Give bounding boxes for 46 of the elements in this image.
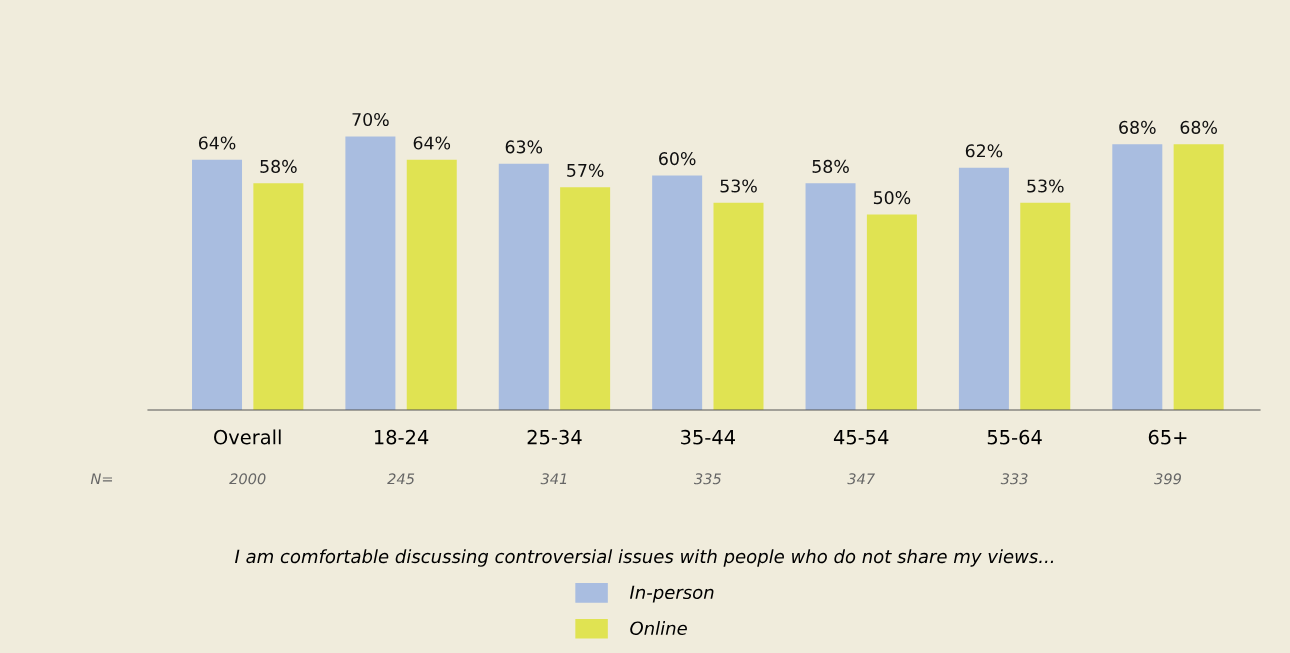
text: 335 [693,473,721,485]
bar [1020,202,1071,410]
data-label: 50% [873,191,911,205]
bar [866,214,917,410]
bar [1173,144,1224,410]
data-label: 58% [812,159,849,173]
x-tick-label: 18-24 [374,429,429,445]
text: 245 [387,473,415,485]
x-tick-label: 25-34 [527,429,582,445]
bar [498,163,549,410]
bar [805,183,856,410]
data-label: 63% [505,140,543,154]
data-label: 57% [567,163,604,177]
legend-label: In-person [629,585,714,603]
x-tick-label: 55-64 [987,429,1042,445]
text: 333 [1000,473,1028,485]
bar [1112,144,1163,410]
data-label: 53% [1027,179,1064,193]
x-tick-label: 65+ [1148,429,1187,445]
text: N= [90,473,113,485]
x-tick-label: 35-44 [681,429,735,445]
bar [713,202,764,410]
data-label: 68% [1180,120,1217,134]
data-label: 53% [720,179,757,193]
bar [958,167,1009,410]
legend-title: I am comfortable discussing controversial issues with people who do not share my views... [235,549,1054,567]
bar [345,136,396,410]
data-label: 64% [413,136,451,150]
data-label: 68% [1119,120,1156,134]
x-tick-label: Overall [214,429,281,445]
text: 347 [847,473,875,485]
bar [652,175,703,410]
text: 341 [540,473,567,485]
data-label: 60% [659,152,696,166]
data-label: 70% [352,112,389,127]
text: 399 [1154,473,1181,485]
bar [192,159,243,410]
legend-label: Online [630,621,687,636]
text: 2000 [229,473,266,485]
bar [560,187,611,410]
data-label: 62% [965,144,1003,158]
data-label: 64% [198,136,236,150]
bar [406,159,457,410]
bar [253,183,304,410]
data-label: 58% [260,159,297,173]
x-tick-label: 45-54 [833,430,889,445]
